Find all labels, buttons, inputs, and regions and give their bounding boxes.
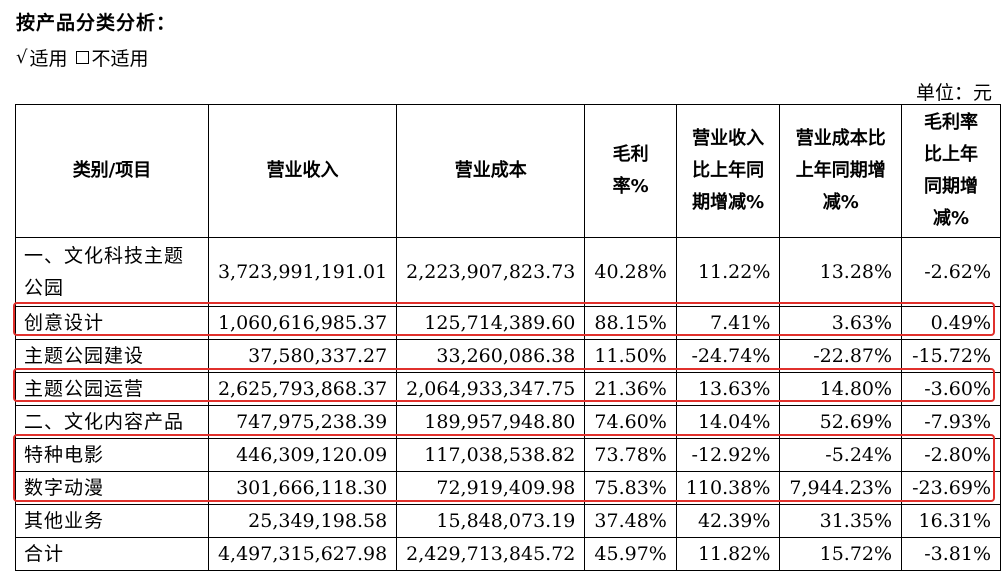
cell-revenue-change: 42.39% xyxy=(675,504,781,538)
header-margin: 毛利率% xyxy=(584,104,677,238)
header-cost: 营业成本 xyxy=(396,104,586,238)
cell-cost: 33,260,086.38 xyxy=(396,339,586,373)
cell-cost-change: 52.69% xyxy=(779,405,903,439)
row-label: 二、文化内容产品 xyxy=(15,405,209,439)
cell-margin-change: -3.60% xyxy=(901,372,1001,406)
cell-margin: 45.97% xyxy=(584,537,677,571)
table-header-row: 类别/项目 营业收入 营业成本 毛利率% 营业收入比上年同期增减% 营业成本比上… xyxy=(15,104,1001,238)
cell-cost: 15,848,073.19 xyxy=(396,504,586,538)
cell-revenue: 37,580,337.27 xyxy=(207,339,398,373)
cell-cost-change: -22.87% xyxy=(779,339,903,373)
row-label: 一、文化科技主题公园 xyxy=(15,237,209,307)
cell-margin: 88.15% xyxy=(584,306,677,340)
cell-cost: 189,957,948.80 xyxy=(396,405,586,439)
check-mark-icon: √ xyxy=(16,47,28,68)
row-label: 主题公园建设 xyxy=(15,339,209,373)
cell-revenue: 3,723,991,191.01 xyxy=(207,237,398,307)
table-row: 合计 4,497,315,627.98 2,429,713,845.72 45.… xyxy=(15,537,1001,571)
option-applicable-label: 适用 xyxy=(29,48,68,70)
row-label: 主题公园运营 xyxy=(15,372,209,406)
cell-margin: 75.83% xyxy=(584,471,677,505)
header-revenue: 营业收入 xyxy=(207,104,398,238)
section-heading: 按产品分类分析： xyxy=(16,12,177,34)
cell-margin: 37.48% xyxy=(584,504,677,538)
cell-margin-change: -2.62% xyxy=(901,237,1001,307)
cell-revenue-change: 11.22% xyxy=(675,237,781,307)
cell-margin-change: 16.31% xyxy=(901,504,1001,538)
cell-revenue-change: 7.41% xyxy=(675,306,781,340)
table-row: 创意设计 1,060,616,985.37 125,714,389.60 88.… xyxy=(15,306,1001,340)
table-row: 特种电影 446,309,120.09 117,038,538.82 73.78… xyxy=(15,438,1001,472)
cell-cost-change: 14.80% xyxy=(779,372,903,406)
cell-revenue-change: -24.74% xyxy=(675,339,781,373)
cell-margin-change: -3.81% xyxy=(901,537,1001,571)
unit-label: 单位：元 xyxy=(915,82,992,104)
cell-cost: 2,223,907,823.73 xyxy=(396,237,586,307)
table-row: 主题公园运营 2,625,793,868.37 2,064,933,347.75… xyxy=(15,372,1001,406)
cell-revenue-change: -12.92% xyxy=(675,438,781,472)
product-category-table: 类别/项目 营业收入 营业成本 毛利率% 营业收入比上年同期增减% 营业成本比上… xyxy=(15,104,1001,571)
cell-cost: 125,714,389.60 xyxy=(396,306,586,340)
option-applicable[interactable]: √ 适用 xyxy=(16,44,68,71)
cell-revenue: 25,349,198.58 xyxy=(207,504,398,538)
table-row: 主题公园建设 37,580,337.27 33,260,086.38 11.50… xyxy=(15,339,1001,373)
cell-revenue: 747,975,238.39 xyxy=(207,405,398,439)
cell-cost: 72,919,409.98 xyxy=(396,471,586,505)
cell-cost-change: 31.35% xyxy=(779,504,903,538)
row-label: 特种电影 xyxy=(15,438,209,472)
cell-margin-change: -2.80% xyxy=(901,438,1001,472)
row-label: 创意设计 xyxy=(15,306,209,340)
cell-margin-change: 0.49% xyxy=(901,306,1001,340)
cell-revenue: 2,625,793,868.37 xyxy=(207,372,398,406)
cell-cost-change: 13.28% xyxy=(779,237,903,307)
cell-cost: 2,429,713,845.72 xyxy=(396,537,586,571)
cell-revenue: 1,060,616,985.37 xyxy=(207,306,398,340)
cell-margin: 74.60% xyxy=(584,405,677,439)
cell-cost: 2,064,933,347.75 xyxy=(396,372,586,406)
header-category: 类别/项目 xyxy=(15,104,209,238)
cell-margin: 40.28% xyxy=(584,237,677,307)
header-cost-change: 营业成本比上年同期增减% xyxy=(779,104,903,238)
cell-margin: 73.78% xyxy=(584,438,677,472)
cell-revenue-change: 110.38% xyxy=(675,471,781,505)
header-revenue-change: 营业收入比上年同期增减% xyxy=(675,104,781,238)
cell-margin-change: -15.72% xyxy=(901,339,1001,373)
table-row: 二、文化内容产品 747,975,238.39 189,957,948.80 7… xyxy=(15,405,1001,439)
row-label: 合计 xyxy=(15,537,209,571)
cell-revenue-change: 14.04% xyxy=(675,405,781,439)
cell-margin-change: -7.93% xyxy=(901,405,1001,439)
cell-cost: 117,038,538.82 xyxy=(396,438,586,472)
cell-revenue: 301,666,118.30 xyxy=(207,471,398,505)
cell-cost-change: 15.72% xyxy=(779,537,903,571)
row-label: 其他业务 xyxy=(15,504,209,538)
cell-margin-change: -23.69% xyxy=(901,471,1001,505)
header-margin-change: 毛利率比上年同期增减% xyxy=(901,104,1001,238)
option-not-applicable[interactable]: 不适用 xyxy=(75,44,149,71)
cell-revenue-change: 11.82% xyxy=(675,537,781,571)
table-row: 数字动漫 301,666,118.30 72,919,409.98 75.83%… xyxy=(15,471,1001,505)
cell-cost-change: -5.24% xyxy=(779,438,903,472)
row-label: 数字动漫 xyxy=(15,471,209,505)
table-row: 一、文化科技主题公园 3,723,991,191.01 2,223,907,82… xyxy=(15,237,1001,307)
cell-cost-change: 3.63% xyxy=(779,306,903,340)
cell-revenue: 446,309,120.09 xyxy=(207,438,398,472)
cell-cost-change: 7,944.23% xyxy=(779,471,903,505)
cell-revenue: 4,497,315,627.98 xyxy=(207,537,398,571)
empty-checkbox-icon xyxy=(75,51,89,64)
cell-margin: 21.36% xyxy=(584,372,677,406)
cell-revenue-change: 13.63% xyxy=(675,372,781,406)
cell-margin: 11.50% xyxy=(584,339,677,373)
option-not-applicable-label: 不适用 xyxy=(91,48,149,70)
applicability-options: √ 适用 不适用 xyxy=(16,44,157,71)
table-row: 其他业务 25,349,198.58 15,848,073.19 37.48% … xyxy=(15,504,1001,538)
